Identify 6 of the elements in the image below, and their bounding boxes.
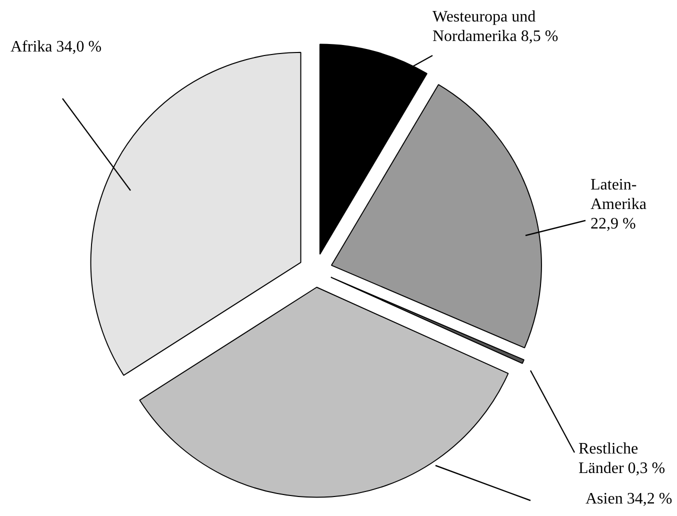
slice-label: Westeuropa und Nordamerika 8,5 % — [432, 8, 558, 46]
slice-label: Restliche Länder 0,3 % — [578, 440, 666, 478]
slice-label: Asien 34,2 % — [586, 490, 672, 508]
slice-label: Afrika 34,0 % — [10, 38, 102, 56]
data-label: 22,9 % — [590, 216, 636, 233]
slice-label: Latein- Amerika — [590, 176, 646, 214]
